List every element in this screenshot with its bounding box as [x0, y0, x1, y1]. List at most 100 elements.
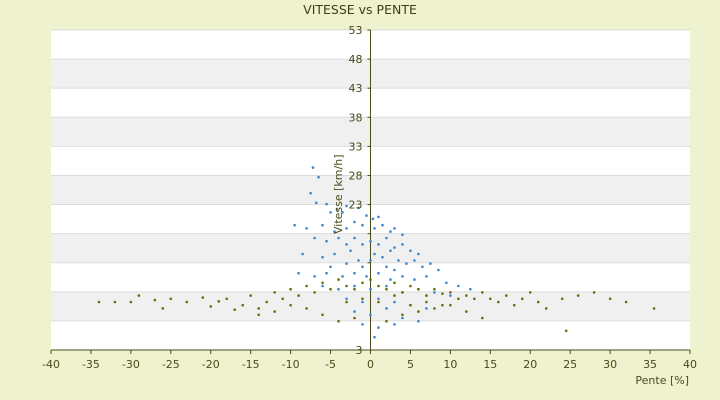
data-point: [385, 307, 388, 310]
data-point: [369, 287, 372, 291]
x-tick-label: -25: [162, 358, 180, 371]
data-point: [425, 275, 428, 278]
y-tick-label: 53: [349, 24, 363, 37]
data-point: [297, 271, 300, 275]
data-point: [341, 211, 344, 214]
data-point: [445, 281, 448, 285]
data-point: [401, 313, 404, 317]
data-point: [560, 297, 564, 301]
data-point: [497, 300, 500, 304]
data-point: [429, 262, 432, 265]
data-point: [353, 316, 356, 320]
data-point: [377, 215, 380, 219]
data-point: [353, 271, 356, 275]
data-point: [652, 307, 656, 310]
data-point: [389, 230, 392, 233]
data-point: [481, 316, 484, 320]
x-tick-label: -40: [42, 358, 60, 371]
data-point: [417, 252, 420, 256]
data-point: [345, 297, 348, 301]
data-point: [345, 284, 348, 288]
data-point: [401, 316, 404, 320]
data-point: [335, 207, 339, 211]
data-point: [433, 291, 436, 294]
data-point: [137, 294, 141, 297]
data-point: [469, 287, 472, 291]
data-point: [371, 217, 375, 221]
x-tick-label: 25: [563, 358, 577, 371]
data-point: [97, 300, 101, 304]
data-point: [544, 307, 548, 310]
data-point: [405, 262, 408, 265]
data-point: [301, 252, 304, 256]
data-point: [329, 265, 332, 269]
x-tick-label: -20: [202, 358, 220, 371]
data-point: [185, 300, 189, 304]
data-point: [377, 243, 380, 246]
y-tick-label: 28: [349, 170, 363, 183]
data-point: [333, 252, 336, 256]
data-point: [361, 323, 364, 326]
data-point: [325, 239, 328, 243]
x-tick-label: 10: [443, 358, 457, 371]
data-point: [465, 294, 468, 297]
data-point: [520, 297, 524, 301]
data-point: [361, 223, 364, 227]
data-point: [592, 291, 596, 294]
data-point: [305, 227, 308, 230]
data-point: [161, 307, 165, 310]
data-point: [309, 191, 312, 195]
data-point: [465, 310, 468, 313]
data-point: [564, 329, 568, 333]
data-point: [313, 275, 316, 278]
data-point: [624, 300, 628, 304]
data-point: [608, 297, 612, 301]
y-tick-label: 3: [356, 344, 363, 357]
data-point: [341, 275, 344, 278]
data-point: [425, 307, 428, 310]
data-point: [393, 227, 396, 230]
x-tick-label: 0: [367, 358, 374, 371]
y-tick-label: 38: [349, 111, 363, 124]
data-point: [417, 310, 420, 313]
data-point: [433, 287, 436, 291]
data-point: [385, 319, 388, 323]
data-point: [369, 239, 372, 243]
data-point: [353, 236, 356, 240]
data-point: [357, 206, 360, 210]
data-point: [401, 275, 404, 278]
data-point: [528, 291, 532, 294]
data-point: [393, 268, 396, 272]
data-point: [249, 294, 252, 297]
data-point: [377, 271, 380, 275]
data-point: [361, 243, 364, 246]
data-point: [313, 236, 316, 240]
data-point: [357, 259, 360, 262]
data-point: [457, 284, 460, 288]
data-point: [337, 319, 340, 323]
data-point: [393, 323, 396, 326]
data-point: [409, 284, 412, 288]
x-tick-label: -35: [82, 358, 100, 371]
data-point: [389, 278, 392, 281]
data-point: [393, 281, 396, 285]
data-point: [397, 259, 400, 262]
y-tick-label: 33: [349, 140, 363, 153]
data-point: [201, 296, 205, 299]
y-tick-labels: 3 53 48 43 38 33 28 23: [349, 24, 371, 357]
data-point: [209, 305, 213, 308]
data-point: [413, 259, 416, 262]
data-point: [317, 175, 320, 179]
data-point: [365, 275, 368, 278]
data-point: [389, 249, 392, 253]
data-point: [257, 313, 260, 317]
data-point: [401, 233, 404, 237]
data-point: [377, 284, 380, 288]
data-point: [273, 310, 276, 313]
data-point: [345, 300, 348, 304]
data-point: [377, 326, 380, 329]
data-point: [337, 278, 340, 281]
data-point: [425, 300, 428, 304]
data-point: [401, 291, 404, 294]
